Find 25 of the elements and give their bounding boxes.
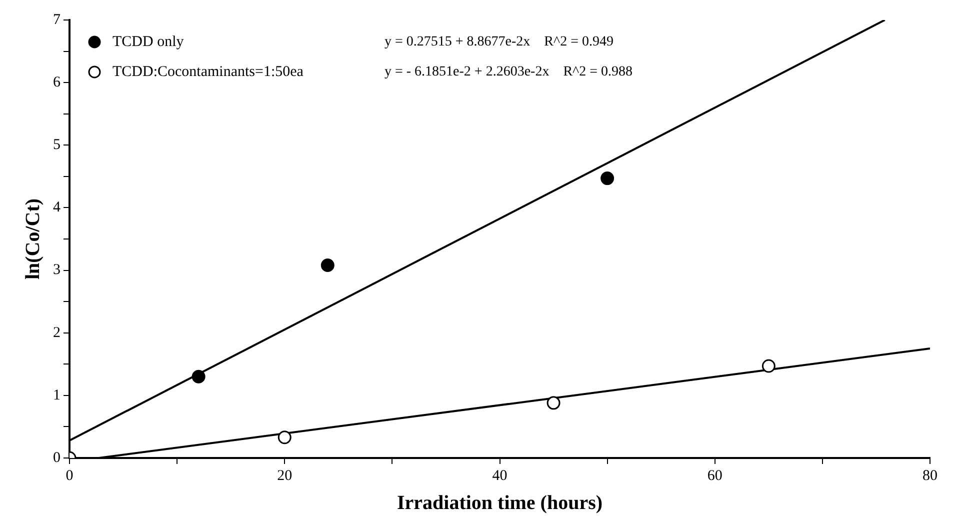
x-tick-label: 40 [492,468,508,484]
point [546,396,560,410]
x-tick-label: 0 [66,468,74,484]
point [192,370,206,384]
annotation: y = - 6.1851e-2 + 2.2603e-2x R^2 = 0.988 [384,64,633,80]
legend-label: TCDD:Cocontaminants=1:50ea [112,64,304,80]
y-tick-label: 1 [53,387,60,404]
y-axis-title: ln(Co/Ct) [22,198,44,280]
x-tick-label: 80 [922,468,938,484]
y-tick-label: 4 [53,200,61,216]
point [762,359,776,373]
x-tick-label: 60 [707,468,722,484]
x-axis-title: Irradiation time (hours) [396,492,603,514]
y-tick-label: 3 [53,262,60,278]
y-tick-label: 7 [53,12,61,28]
y-tick-label: 5 [53,137,60,154]
y-tick-label: 6 [53,74,61,91]
y-tick-label: 2 [53,324,60,341]
point [278,430,292,444]
y-tick-label: 0 [53,450,60,466]
point [320,258,334,272]
legend-label: TCDD only [112,34,184,50]
point [600,172,614,186]
annotation: y = 0.27515 + 8.8677e-2x R^2 = 0.949 [384,34,614,50]
x-tick-label: 20 [277,468,292,484]
